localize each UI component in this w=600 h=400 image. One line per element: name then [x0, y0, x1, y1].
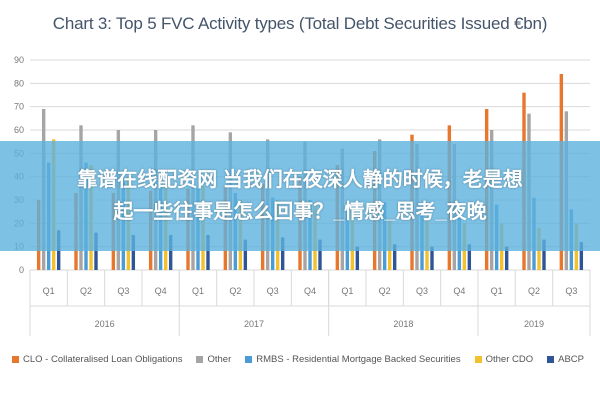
overlay-line-2: 起一些往事是怎么回事？_情感_思考_夜晚 — [113, 201, 487, 223]
legend-swatch — [547, 355, 555, 363]
bar — [168, 235, 173, 270]
bar — [131, 235, 136, 270]
bar — [280, 237, 285, 270]
bar — [392, 244, 397, 270]
bar — [467, 244, 472, 270]
x-tick-label: Q2 — [528, 286, 540, 296]
x-tick-label: Q2 — [379, 286, 391, 296]
x-tick-label: Q2 — [80, 286, 92, 296]
x-tick-label: Q2 — [229, 286, 241, 296]
y-tick-label: 60 — [14, 125, 24, 135]
bar — [206, 235, 210, 270]
legend-label: CLO - Collateralised Loan Obligations — [23, 353, 183, 365]
y-tick-label: 80 — [14, 78, 24, 88]
y-tick-label: 90 — [14, 55, 24, 65]
x-tick-label: Q3 — [117, 286, 129, 296]
bar — [243, 239, 248, 270]
bar — [430, 246, 434, 270]
x-tick-label: Q4 — [453, 286, 465, 296]
group-label: 2018 — [393, 319, 413, 329]
bar — [504, 246, 509, 270]
legend-swatch — [12, 355, 19, 363]
x-tick-label: Q1 — [341, 286, 353, 296]
group-label: 2019 — [524, 319, 544, 329]
bar — [579, 242, 584, 270]
x-tick-label: Q1 — [491, 286, 503, 296]
y-tick-label: 0 — [19, 265, 24, 275]
legend-item: Other CDO — [474, 353, 534, 365]
legend-swatch — [474, 355, 482, 363]
legend: CLO - Collateralised Loan Obligations Oth… — [12, 351, 592, 367]
legend-item: CLO - Collateralised Loan Obligations — [12, 354, 182, 365]
y-tick-label: 70 — [14, 102, 24, 112]
legend-item: Other — [196, 354, 231, 365]
bar — [94, 232, 98, 270]
x-tick-label: Q4 — [155, 286, 167, 296]
x-tick-label: Q3 — [565, 286, 577, 296]
group-label: 2016 — [95, 319, 115, 329]
x-tick-label: Q3 — [416, 286, 428, 296]
bar — [318, 239, 322, 270]
chart-title: Chart 3: Top 5 FVC Activity types (Total… — [52, 14, 548, 33]
x-tick-label: Q1 — [192, 286, 204, 296]
group-label: 2017 — [244, 319, 264, 329]
bar — [542, 239, 546, 270]
legend-label: Other CDO — [485, 353, 534, 365]
x-tick-label: Q4 — [304, 286, 316, 296]
legend-swatch — [245, 355, 253, 363]
legend-item: ABCP — [547, 354, 584, 365]
legend-swatch — [196, 355, 204, 363]
legend-label: RMBS - Residential Mortgage Backed Secur… — [256, 353, 461, 365]
overlay-line-1: 靠谱在线配资网 当我们在夜深人静的时候，老是想 — [77, 169, 523, 191]
legend-item: RMBS - Residential Mortgage Backed Secur… — [245, 353, 461, 365]
bar — [355, 246, 360, 270]
x-tick-label: Q3 — [267, 286, 279, 296]
legend-label: ABCP — [558, 353, 584, 365]
overlay-banner: 靠谱在线配资网 当我们在夜深人静的时候，老是想 起一些往事是怎么回事？_情感_思… — [0, 141, 600, 251]
legend-label: Other — [207, 353, 232, 365]
x-tick-label: Q1 — [43, 286, 55, 296]
